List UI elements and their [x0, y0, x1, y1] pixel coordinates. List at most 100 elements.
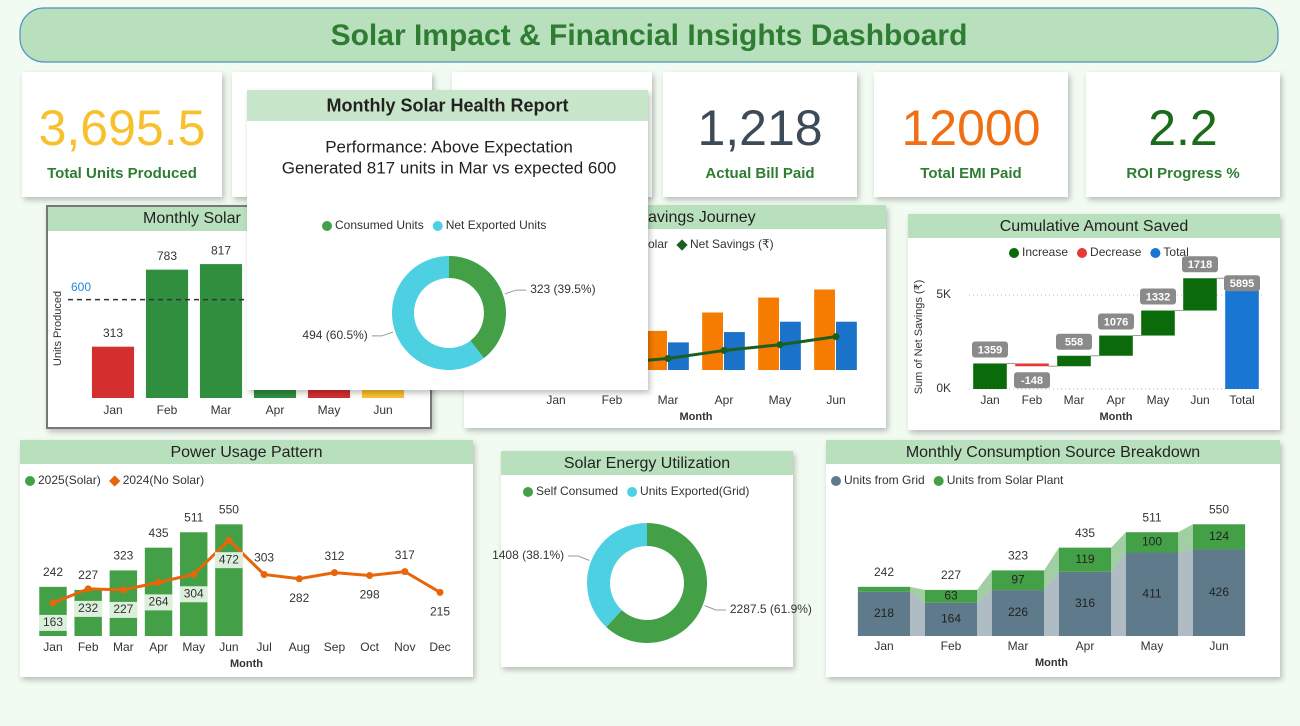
legend-label: Net Savings (₹)	[690, 237, 774, 251]
data-label: 1718	[1188, 259, 1212, 271]
data-label: 227	[113, 602, 133, 616]
x-tick-label: May	[318, 403, 341, 417]
line-point	[776, 341, 784, 349]
legend-label: Net Exported Units	[446, 218, 547, 232]
popup-line: Performance: Above Expectation	[325, 137, 573, 156]
bar	[780, 321, 801, 370]
legend-label: olar	[648, 237, 668, 251]
panel-header	[501, 451, 793, 475]
popup-line: Generated 817 units in Mar vs expected 6…	[282, 158, 617, 177]
bar	[758, 297, 779, 370]
data-label: 312	[324, 549, 344, 563]
bar-segment	[857, 586, 911, 592]
legend-label: 2025(Solar)	[38, 473, 101, 487]
y-tick-label: 5K	[936, 287, 951, 301]
line-point	[436, 588, 444, 596]
x-axis-title: Month	[1035, 657, 1068, 669]
data-label-bg	[1098, 313, 1134, 330]
bar	[646, 330, 667, 370]
legend-label: Units from Grid	[844, 473, 925, 487]
line-point	[190, 570, 198, 578]
legend-label: Total	[1163, 245, 1188, 259]
x-tick-label: Aug	[289, 640, 310, 654]
kpi-card	[663, 72, 857, 197]
bar	[836, 321, 857, 370]
data-label-bg	[1140, 288, 1176, 305]
x-tick-label: May	[182, 640, 205, 654]
bar-segment	[1125, 532, 1179, 553]
x-tick-label: Apr	[1107, 393, 1126, 407]
header	[19, 7, 1279, 63]
bar	[144, 547, 173, 636]
data-label: 323	[113, 549, 133, 563]
legend-label: Consumed Units	[335, 218, 424, 232]
reference-label: 600	[71, 280, 91, 294]
bar-segment	[1192, 524, 1246, 550]
y-axis-title: Units Produced	[52, 291, 64, 366]
data-label: -148	[1021, 375, 1043, 387]
data-label: 317	[395, 548, 415, 562]
x-tick-label: Jul	[256, 640, 271, 654]
x-tick-label: Feb	[602, 393, 623, 407]
ribbon	[1178, 549, 1193, 636]
x-tick-label: Jun	[373, 403, 392, 417]
data-label: 97	[1011, 572, 1025, 586]
x-tick-label: Mar	[211, 403, 232, 417]
data-label: 511	[184, 510, 203, 524]
x-tick-label: Mar	[1064, 393, 1085, 407]
legend-marker	[933, 476, 944, 486]
data-label: 124	[1209, 529, 1229, 543]
ribbon	[1178, 524, 1193, 553]
kpi-card	[22, 72, 222, 197]
panel-title: Power Usage Pattern	[170, 444, 322, 461]
x-tick-label: Jan	[103, 403, 122, 417]
data-label: 426	[1209, 585, 1229, 599]
kpi-value: 2.2	[1148, 100, 1218, 156]
data-label: 1332	[1146, 291, 1170, 303]
bar	[702, 312, 723, 370]
data-label-bg	[214, 552, 243, 569]
x-tick-label: Apr	[266, 403, 285, 417]
legend-label: 2024(No Solar)	[123, 473, 204, 487]
bar-segment	[1125, 552, 1179, 636]
x-tick-label: Mar	[1008, 639, 1029, 653]
x-tick-label: Jun	[1190, 393, 1209, 407]
line-point	[49, 599, 57, 607]
bar	[180, 532, 208, 636]
donut-slice	[449, 256, 506, 359]
kpi-value: 3,695.5	[39, 100, 206, 156]
data-label: 226	[1008, 605, 1028, 619]
data-label: 435	[149, 526, 169, 540]
data-label: 163	[43, 615, 63, 629]
kpi-value: 1,218	[697, 100, 822, 156]
leader-line	[704, 605, 726, 611]
line-point	[225, 536, 233, 544]
bar	[91, 346, 135, 398]
data-label: 323 (39.5%)	[530, 282, 595, 296]
line-point	[260, 570, 268, 578]
line-point	[330, 569, 338, 577]
x-tick-label: May	[1141, 639, 1164, 653]
bar	[1183, 278, 1217, 311]
bar-segment	[924, 602, 978, 636]
y-tick-label: 0K	[936, 381, 951, 395]
line-point	[832, 333, 840, 341]
legend-marker	[25, 476, 35, 486]
data-label: 1076	[1104, 316, 1128, 328]
legend-label: Decrease	[1090, 245, 1142, 259]
total-label: 323	[1008, 549, 1028, 563]
bar	[973, 363, 1007, 389]
total-label: 242	[874, 565, 894, 579]
legend-label: Units from Solar Plant	[947, 473, 1064, 487]
data-label-bg	[1056, 333, 1092, 350]
data-label: 1359	[978, 344, 1002, 356]
x-tick-label: May	[769, 393, 792, 407]
x-tick-label: Jan	[874, 639, 893, 653]
bar	[1141, 310, 1175, 336]
x-tick-label: Feb	[1022, 393, 1043, 407]
ribbon	[1044, 547, 1059, 591]
data-label: 264	[149, 595, 169, 609]
x-tick-label: Dec	[429, 640, 450, 654]
legend-marker	[627, 487, 638, 497]
data-label: 2287.5 (61.9%)	[730, 602, 812, 616]
